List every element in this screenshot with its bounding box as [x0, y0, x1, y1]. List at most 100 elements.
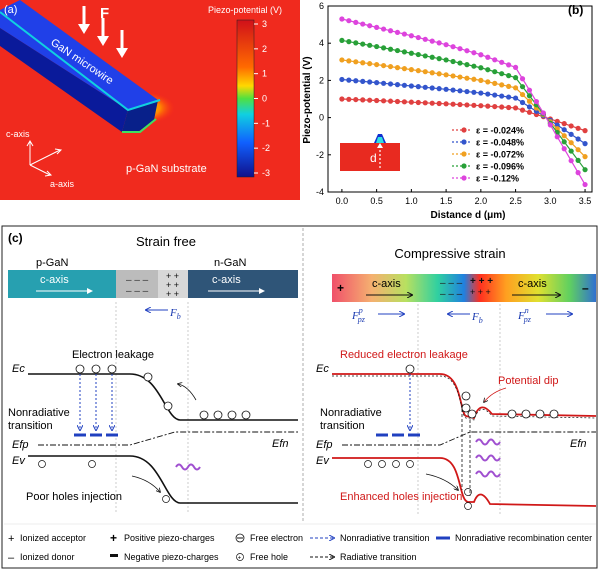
left-junction — [158, 270, 188, 298]
series-0 — [339, 96, 588, 134]
series-point — [374, 80, 380, 86]
series-point — [429, 38, 435, 44]
series-4 — [339, 16, 588, 188]
left-nonrad-1: Nonradiative — [8, 407, 70, 419]
series-point — [422, 100, 428, 106]
series-point — [339, 57, 345, 63]
legend-marker — [461, 163, 467, 169]
series-point — [387, 98, 394, 104]
series-point — [512, 75, 519, 81]
legend-free-electron: Free electron — [250, 533, 303, 543]
x-tick-label: 2.0 — [475, 196, 488, 206]
right-ec-band — [332, 373, 597, 420]
series-point — [367, 61, 373, 67]
left-nonrad-arrows — [80, 374, 112, 430]
series-point — [339, 96, 345, 102]
inset-d-label: d — [370, 151, 377, 165]
right-ev: Ev — [316, 455, 330, 467]
series-point — [360, 41, 366, 47]
series-point — [568, 148, 574, 154]
series-point — [450, 87, 456, 93]
series-point — [387, 81, 394, 87]
series-point — [561, 139, 567, 145]
series-point — [492, 92, 498, 98]
series-point — [401, 82, 408, 88]
right-nonrad-1: Nonradiative — [320, 407, 382, 419]
legend-label: ε = -0.072% — [476, 150, 524, 160]
legend-ionized-acceptor: Ionized acceptor — [20, 533, 86, 543]
right-rad-transitions — [461, 404, 471, 496]
y-tick-label: -4 — [316, 187, 324, 197]
left-depletion — [116, 270, 158, 298]
y-tick-label: -2 — [316, 150, 324, 160]
legend-ionized-donor: Ionized donor — [20, 552, 75, 562]
series-point — [464, 88, 470, 95]
series-point — [499, 104, 505, 110]
series-point — [547, 122, 553, 128]
series-point — [471, 76, 477, 82]
series-point — [582, 141, 588, 147]
microwire-top-face — [0, 0, 158, 110]
svg-text:+ +: + + — [166, 280, 179, 290]
right-rad-waves — [475, 438, 501, 478]
series-point — [478, 103, 484, 109]
svg-text:–: – — [582, 281, 589, 295]
series-point — [415, 51, 421, 58]
series-point — [408, 67, 414, 73]
legend-label: ε = -0.024% — [476, 126, 524, 136]
series-point — [519, 84, 526, 90]
left-efn: Efn — [272, 438, 289, 450]
colorbar-tick-label: 0 — [262, 94, 267, 104]
svg-text:+ +: + + — [166, 289, 179, 299]
legend-marker — [461, 175, 467, 181]
legend-nonrad-center: Nonradiative recombination center — [455, 533, 592, 543]
right-n-caxis: c-axis — [518, 278, 547, 290]
left-holes — [38, 460, 170, 503]
left-n-bar — [188, 270, 298, 298]
series-point — [380, 62, 387, 69]
force-label: F — [100, 5, 109, 22]
series-point — [408, 83, 414, 89]
series-point — [561, 127, 567, 133]
inset-image: d — [340, 134, 400, 171]
legend-nonrad-transition: Nonradiative transition — [340, 533, 430, 543]
left-p-caxis: c-axis — [40, 274, 69, 286]
series-point — [394, 29, 401, 36]
series-point — [443, 86, 449, 92]
legend-negative-piezo: Negative piezo-charges — [124, 552, 219, 562]
colorbar-tick-label: -2 — [262, 143, 270, 153]
svg-text:Fb: Fb — [471, 311, 483, 325]
series-1 — [339, 76, 588, 147]
series-point — [429, 85, 435, 91]
legend-rad-transition: Radiative transition — [340, 552, 417, 562]
series-point — [339, 16, 345, 22]
svg-text:+ + +: + + + — [470, 287, 491, 297]
right-enhanced-holes: Enhanced holes injection — [340, 491, 462, 503]
series-point — [450, 101, 456, 107]
x-tick-label: 1.5 — [440, 196, 453, 206]
series-point — [367, 42, 373, 48]
series-point — [394, 65, 401, 71]
y-tick-label: 6 — [319, 1, 324, 11]
series-point — [394, 82, 401, 88]
series-point — [575, 147, 581, 153]
chart-ticks: 0.0 0.5 1.0 1.5 2.0 2.5 3.0 3.5 6 4 2 0 -2 -4 — [316, 1, 591, 206]
series-point — [360, 97, 366, 103]
left-efp: Efp — [12, 439, 29, 451]
series-point — [506, 62, 512, 68]
left-p-bar — [8, 270, 116, 298]
series-point — [346, 39, 352, 45]
series-point — [568, 131, 574, 137]
series-point — [457, 60, 463, 66]
series-point — [374, 24, 380, 30]
legend-free-hole: Free hole — [250, 552, 288, 562]
series-point — [436, 56, 442, 62]
y-tick-label: 0 — [319, 113, 324, 123]
chart-series — [339, 16, 588, 188]
right-rainbow-bar — [332, 274, 596, 302]
series-point — [367, 79, 373, 85]
x-tick-label: 3.5 — [579, 196, 592, 206]
series-point — [506, 94, 512, 100]
series-point — [492, 80, 498, 86]
